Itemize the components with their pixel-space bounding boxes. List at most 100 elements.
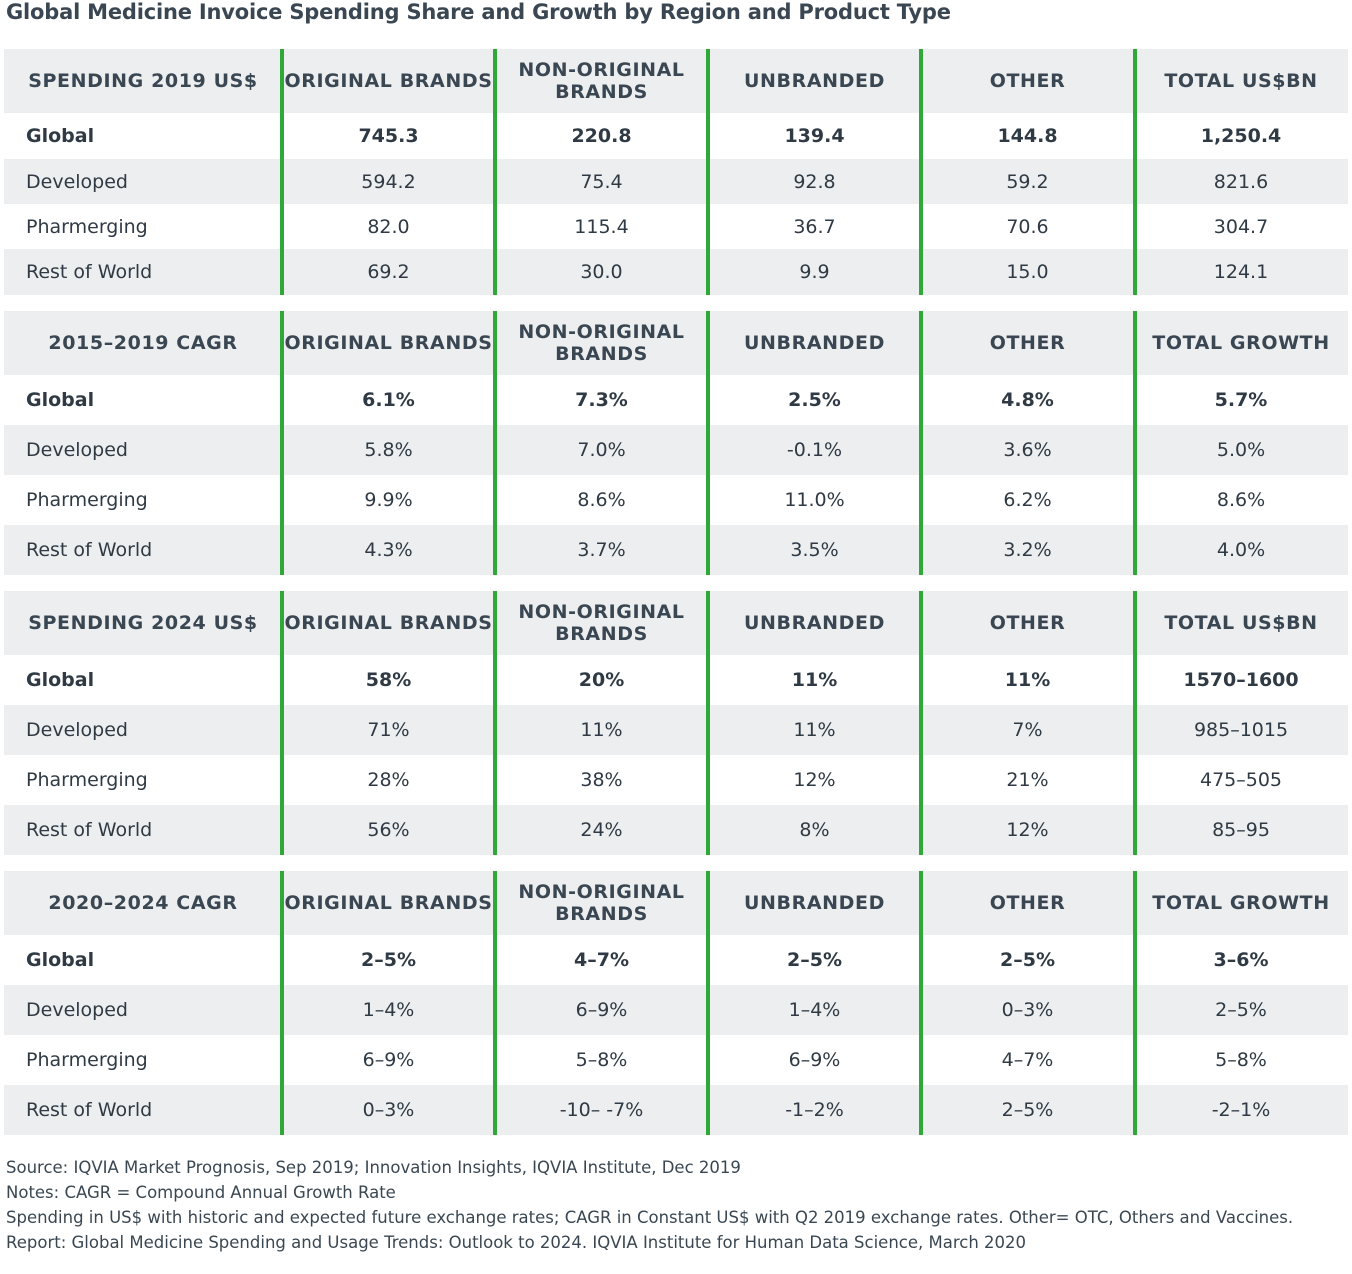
column-header: UNBRANDED — [744, 70, 885, 92]
table-cell: 4.0% — [1216, 539, 1266, 561]
table-row: Global 6.1% 7.3% 2.5% 4.8% 5.7% — [4, 375, 1348, 425]
column-header: ORIGINAL BRANDS — [284, 612, 493, 634]
table-cell: 2–5% — [1215, 999, 1267, 1021]
column-header: TOTAL GROWTH — [1152, 892, 1330, 914]
column-divider — [706, 311, 710, 575]
column-divider — [280, 49, 284, 295]
column-divider — [280, 871, 284, 1135]
table-cell: 6–9% — [788, 1049, 841, 1071]
table-cell: 70.6 — [1006, 215, 1049, 238]
table-cell: 36.7 — [793, 215, 836, 238]
column-header: NON-ORIGINAL BRANDS — [518, 321, 685, 365]
table-cell: 58% — [365, 669, 412, 691]
table-row: Global 2–5% 4–7% 2–5% 2–5% 3–6% — [4, 935, 1348, 985]
table-cell: 745.3 — [358, 125, 419, 147]
table-cell: 1–4% — [788, 999, 841, 1021]
table-cell: 2–5% — [361, 949, 416, 971]
table-cell: 220.8 — [571, 125, 632, 147]
region-label: Rest of World — [26, 819, 153, 841]
table-cell: 28% — [367, 769, 410, 791]
table-row: Pharmerging 28% 38% 12% 21% 475–505 — [4, 755, 1348, 805]
table-cell: 56% — [367, 819, 410, 841]
column-divider — [1133, 311, 1137, 575]
table-cell: 4.3% — [364, 539, 413, 561]
table-cell: 3.6% — [1003, 439, 1052, 461]
table-cell: 7% — [1012, 719, 1043, 741]
table-cell: 821.6 — [1213, 170, 1269, 193]
column-header: OTHER — [989, 332, 1066, 354]
table-cell: 5–8% — [1215, 1049, 1267, 1071]
table-cell: 1–4% — [362, 999, 415, 1021]
column-header: ORIGINAL BRANDS — [284, 892, 493, 914]
column-header: 2020–2024 CAGR — [48, 892, 238, 914]
region-label: Pharmerging — [26, 215, 148, 238]
table-cell: 15.0 — [1006, 261, 1049, 283]
table-section: SPENDING 2019 US$ ORIGINAL BRANDS NON-ORIG… — [4, 49, 1348, 295]
table-cell: 12% — [1006, 819, 1049, 841]
exchange-rate-note: Spending in US$ with historic and expect… — [6, 1208, 1294, 1227]
chart-title: Global Medicine Invoice Spending Share a… — [6, 0, 951, 24]
table-cell: 11% — [793, 719, 836, 741]
table-row: Pharmerging 82.0 115.4 36.7 70.6 304.7 — [4, 204, 1348, 249]
region-label: Developed — [26, 170, 128, 193]
table-cell: 4–7% — [1001, 1049, 1054, 1071]
table-cell: 8.6% — [577, 489, 626, 511]
column-header: UNBRANDED — [744, 892, 885, 914]
table-cell: -2–1% — [1211, 1099, 1271, 1121]
table-cell: 3.5% — [790, 539, 839, 561]
table-cell: 12% — [793, 769, 836, 791]
table-cell: 1570–1600 — [1183, 669, 1299, 691]
table-cell: 0–3% — [1001, 999, 1054, 1021]
column-header: TOTAL US$BN — [1164, 612, 1318, 634]
column-header: NON-ORIGINAL BRANDS — [518, 59, 685, 103]
column-divider — [706, 591, 710, 855]
table-section: SPENDING 2024 US$ ORIGINAL BRANDS NON-ORIG… — [4, 591, 1348, 855]
table-cell: 3–6% — [1213, 949, 1269, 971]
region-label: Developed — [26, 999, 128, 1021]
table-cell: 71% — [367, 719, 410, 741]
region-label: Developed — [26, 719, 128, 741]
table-row: Rest of World 56% 24% 8% 12% 85–95 — [4, 805, 1348, 855]
table-cell: 139.4 — [784, 125, 845, 147]
column-header: 2015–2019 CAGR — [48, 332, 238, 354]
table-cell: 7.3% — [575, 389, 628, 411]
column-header: NON-ORIGINAL BRANDS — [518, 601, 685, 645]
column-header: SPENDING 2024 US$ — [28, 612, 258, 634]
table-cell: 8% — [799, 819, 830, 841]
region-label: Pharmerging — [26, 769, 148, 791]
table-row: Global 58% 20% 11% 11% 1570–1600 — [4, 655, 1348, 705]
table-cell: 5.0% — [1216, 439, 1266, 461]
region-label: Global — [26, 669, 95, 691]
table-cell: 1,250.4 — [1200, 125, 1282, 147]
column-divider — [919, 591, 923, 855]
column-divider — [919, 871, 923, 1135]
table-row: Developed 5.8% 7.0% -0.1% 3.6% 5.0% — [4, 425, 1348, 475]
column-header: OTHER — [989, 70, 1066, 92]
table-cell: 3.2% — [1003, 539, 1052, 561]
table-cell: 2–5% — [1001, 1099, 1054, 1121]
column-divider — [706, 871, 710, 1135]
table-cell: 75.4 — [580, 170, 623, 193]
column-divider — [919, 49, 923, 295]
table-cell: 6.2% — [1003, 489, 1052, 511]
table-row: Developed 594.2 75.4 92.8 59.2 821.6 — [4, 159, 1348, 204]
table-cell: 124.1 — [1213, 261, 1269, 283]
table-cell: 20% — [578, 669, 625, 691]
region-label: Pharmerging — [26, 1049, 148, 1071]
table-cell: -0.1% — [786, 439, 843, 461]
table-row: Rest of World 0–3% -10– -7% -1–2% 2–5% -2–1% — [4, 1085, 1348, 1135]
table-cell: 11% — [580, 719, 623, 741]
region-label: Rest of World — [26, 1099, 153, 1121]
table-cell: 9.9 — [799, 261, 830, 283]
table-cell: 475–505 — [1199, 769, 1283, 791]
table-cell: 6–9% — [575, 999, 628, 1021]
footnotes: Source: IQVIA Market Prognosis, Sep 2019… — [6, 1155, 1293, 1255]
table-cell: 5–8% — [575, 1049, 628, 1071]
table-cell: 38% — [580, 769, 623, 791]
column-header: UNBRANDED — [744, 612, 885, 634]
header-row: SPENDING 2024 US$ ORIGINAL BRANDS NON-ORIG… — [4, 591, 1348, 655]
column-divider — [919, 311, 923, 575]
spending-table: SPENDING 2019 US$ ORIGINAL BRANDS NON-ORIG… — [4, 49, 1348, 1151]
table-row: Developed 1–4% 6–9% 1–4% 0–3% 2–5% — [4, 985, 1348, 1035]
column-divider — [1133, 591, 1137, 855]
